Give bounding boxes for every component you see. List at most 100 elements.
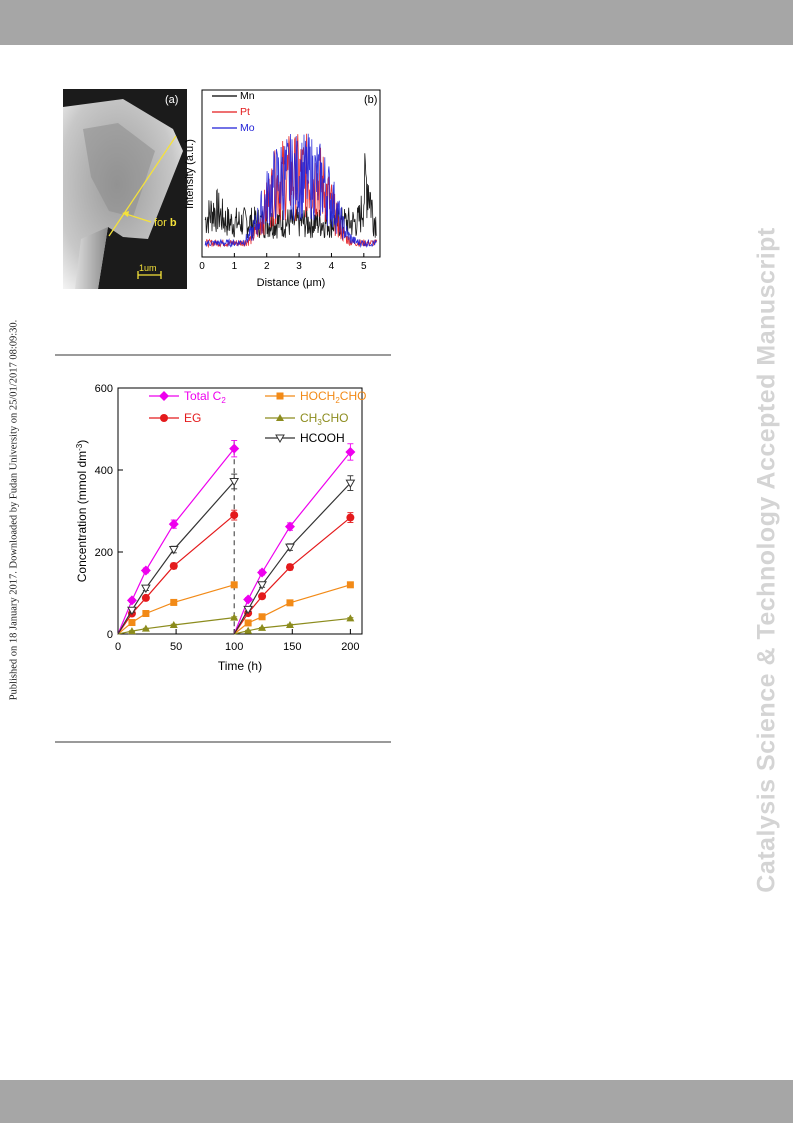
svg-text:for b: for b bbox=[154, 217, 177, 229]
data-point bbox=[141, 593, 150, 602]
data-point bbox=[284, 521, 295, 532]
series-line bbox=[233, 517, 351, 635]
data-point bbox=[257, 581, 267, 590]
sem-stem bbox=[75, 227, 108, 289]
data-point bbox=[168, 546, 179, 555]
y-axis-label-c: Concentration (mmol dm-3) bbox=[75, 440, 89, 583]
data-point bbox=[127, 606, 137, 616]
header-band bbox=[0, 0, 793, 45]
data-point bbox=[126, 595, 137, 606]
sem-image-panel: (a) for b 1um bbox=[63, 89, 187, 289]
x-axis-label-c: Time (h) bbox=[218, 659, 262, 673]
legend-marker bbox=[275, 434, 285, 444]
scale-label: 1um bbox=[139, 263, 157, 273]
series-2 bbox=[117, 581, 354, 635]
data-point bbox=[244, 626, 253, 634]
data-point bbox=[345, 479, 356, 489]
legend-label-pt: Pt bbox=[240, 106, 250, 118]
data-point bbox=[346, 581, 354, 589]
x-tick-label: 3 bbox=[296, 261, 302, 272]
x-tick-label: 150 bbox=[283, 641, 301, 653]
x-tick-label: 4 bbox=[329, 261, 335, 272]
y-tick-label: 200 bbox=[95, 547, 113, 559]
line-scan-marker bbox=[108, 135, 177, 237]
arrow-label-bold: b bbox=[170, 217, 177, 229]
data-point bbox=[229, 443, 240, 454]
legend-marker bbox=[276, 392, 284, 400]
data-point bbox=[243, 605, 253, 615]
y-tick-label: 600 bbox=[95, 383, 113, 395]
series-3 bbox=[117, 613, 355, 635]
y-axis-label: Intensity (a.u.) bbox=[185, 139, 196, 209]
plot-frame-c bbox=[117, 387, 363, 635]
figure-divider-top bbox=[55, 354, 391, 356]
data-point bbox=[258, 623, 267, 631]
data-point bbox=[285, 563, 294, 572]
data-point bbox=[229, 477, 240, 487]
legend-marker bbox=[159, 391, 169, 401]
figure-divider-bottom bbox=[55, 741, 391, 743]
x-tick-label: 200 bbox=[341, 641, 359, 653]
series-line bbox=[117, 514, 235, 635]
concentration-chart: 0 50 100 150 200 0 200 400 600 Total C2 EG HOCH2CH… bbox=[75, 383, 366, 673]
data-point bbox=[230, 613, 239, 621]
x-tick-label: 2 bbox=[264, 261, 270, 272]
plot-frame bbox=[201, 89, 381, 258]
data-point bbox=[257, 567, 268, 578]
data-point bbox=[127, 627, 136, 635]
data-point bbox=[285, 620, 294, 628]
legend-label: CH3CHO bbox=[300, 411, 348, 427]
legend-label-mo: Mo bbox=[240, 122, 255, 134]
series-line-mn bbox=[204, 153, 378, 239]
x-tick-label: 50 bbox=[170, 641, 182, 653]
data-point bbox=[140, 565, 151, 576]
data-point bbox=[345, 446, 356, 457]
y-tick-label: 400 bbox=[95, 465, 113, 477]
data-point bbox=[243, 594, 254, 605]
data-point bbox=[258, 613, 266, 621]
data-point bbox=[141, 584, 151, 594]
data-point bbox=[258, 592, 267, 601]
series-1 bbox=[117, 509, 355, 635]
line-scan-chart: 0 1 2 3 4 5 Mn Pt Mo (b) Distance (μm) Intensit… bbox=[185, 89, 381, 289]
legend-label: HCOOH bbox=[300, 431, 345, 445]
legend-label: Total C2 bbox=[184, 389, 226, 405]
journal-watermark: Catalysis Science & Technology Accepted … bbox=[752, 227, 781, 893]
data-point bbox=[286, 599, 294, 607]
data-point bbox=[168, 519, 179, 530]
data-point bbox=[141, 624, 150, 632]
legend-label-mn: Mn bbox=[240, 90, 255, 102]
series-line bbox=[117, 481, 235, 635]
legend-label: HOCH2CHO bbox=[300, 389, 366, 405]
sem-micrograph: (a) for b 1um bbox=[63, 89, 187, 289]
data-point bbox=[169, 620, 178, 628]
x-tick-label: 1 bbox=[232, 261, 238, 272]
footer-band bbox=[0, 1080, 793, 1123]
series-4 bbox=[117, 473, 356, 635]
x-axis-label: Distance (μm) bbox=[257, 277, 326, 289]
x-tick-label: 100 bbox=[225, 641, 243, 653]
panel-b-label: (b) bbox=[364, 94, 377, 106]
panel-a-label: (a) bbox=[165, 94, 178, 106]
x-tick-label: 5 bbox=[361, 261, 367, 272]
data-point bbox=[230, 581, 238, 589]
data-point bbox=[169, 561, 178, 570]
arrow-head bbox=[122, 211, 129, 217]
data-point bbox=[142, 610, 150, 617]
data-point bbox=[170, 598, 178, 606]
x-tick-label: 0 bbox=[199, 261, 205, 272]
data-point bbox=[346, 614, 355, 622]
legend-marker bbox=[160, 414, 168, 422]
publication-note: Published on 18 January 2017. Downloaded… bbox=[8, 319, 20, 701]
data-point bbox=[128, 619, 136, 627]
data-point bbox=[285, 543, 295, 553]
x-tick-label: 0 bbox=[115, 641, 121, 653]
arrow-line bbox=[125, 213, 152, 223]
series-line-mo bbox=[204, 133, 378, 249]
series-line bbox=[117, 448, 235, 635]
data-point bbox=[244, 619, 252, 627]
arrow-label: for bbox=[154, 217, 167, 229]
legend-marker bbox=[276, 414, 284, 421]
data-point bbox=[346, 513, 355, 522]
legend-label: EG bbox=[184, 411, 201, 425]
